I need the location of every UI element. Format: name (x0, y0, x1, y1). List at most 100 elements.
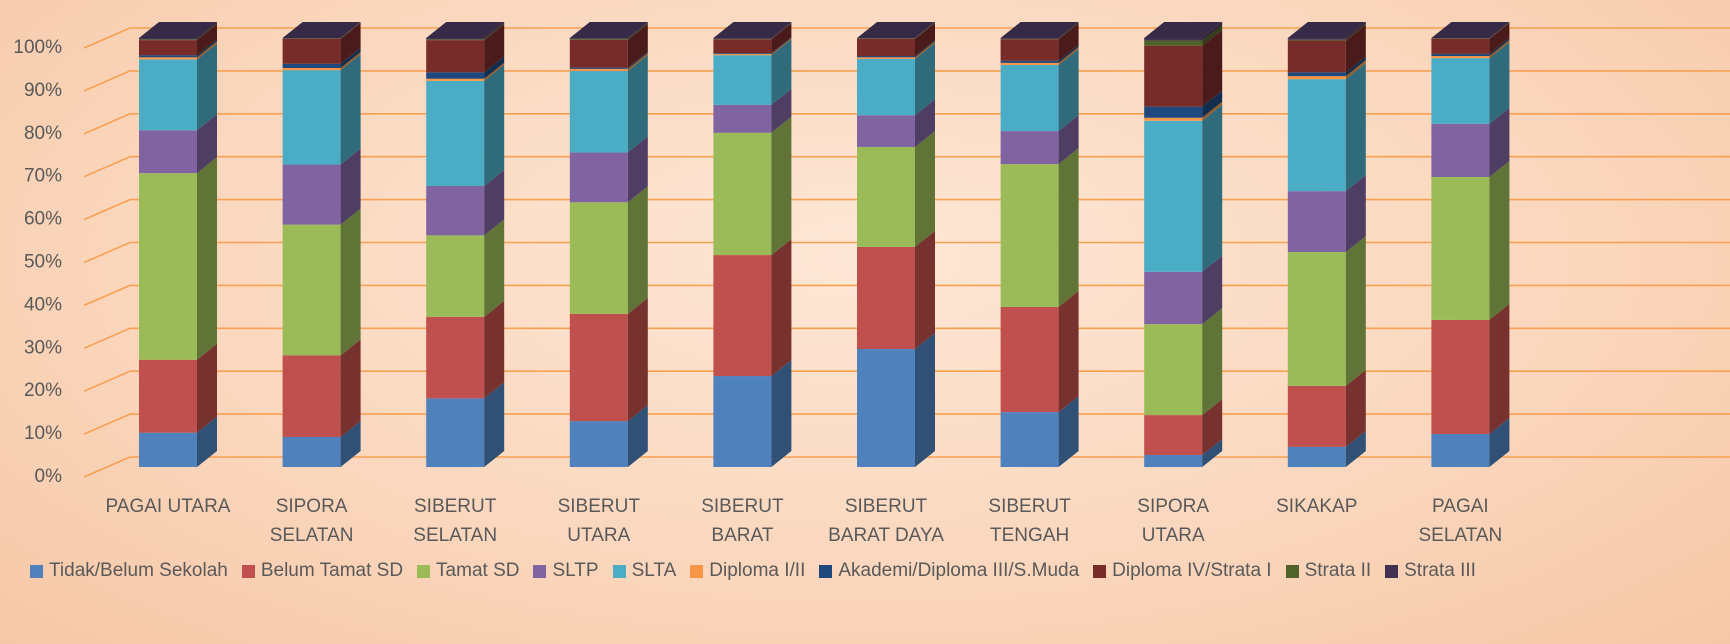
bar-segment (139, 22, 217, 40)
bar-side (915, 40, 935, 58)
bar-front (1144, 324, 1203, 416)
legend-item: Diploma IV/Strata I (1093, 560, 1272, 582)
bar-front (713, 132, 772, 256)
bar-segment (857, 41, 935, 60)
bar-front (426, 72, 485, 79)
bar-side (1345, 24, 1366, 73)
bar-front (1000, 38, 1059, 39)
bar-front (713, 376, 772, 467)
bar-side (771, 88, 792, 133)
legend-item: Akademi/Diploma III/S.Muda (819, 560, 1079, 582)
bar-side (484, 24, 505, 73)
bar-segment (569, 52, 648, 72)
bar-front (569, 67, 628, 69)
bar-front (1000, 65, 1059, 132)
bar-front (139, 39, 197, 41)
bar-side (340, 339, 361, 437)
legend-label: Akademi/Diploma III/S.Muda (838, 560, 1080, 581)
y-tick-label: 30% (24, 337, 62, 358)
bar-front (857, 146, 915, 247)
bar-segment (1000, 290, 1079, 413)
bar-segment (857, 43, 935, 116)
bar-front (1144, 120, 1203, 272)
bar-side (1058, 115, 1079, 165)
bar-side (197, 416, 217, 467)
bar-front (1144, 454, 1203, 467)
bar-side (1058, 148, 1079, 307)
bar-segment (857, 22, 935, 57)
bar-segment (1000, 44, 1079, 63)
bar-segment (1431, 160, 1510, 320)
bar-top (857, 22, 935, 38)
bar-segment (139, 157, 217, 360)
bar-segment (569, 186, 648, 314)
bar-segment (1287, 175, 1366, 253)
bar-front (1287, 39, 1346, 41)
bar-side (771, 23, 792, 54)
bar-side (1489, 40, 1510, 59)
bar-front (426, 398, 485, 467)
y-tick-label: 10% (24, 423, 62, 444)
bar-side (627, 22, 648, 39)
bar-segment (569, 23, 648, 68)
bar-segment (1431, 107, 1510, 177)
bar-front (713, 38, 772, 39)
bar-front (1000, 62, 1059, 66)
legend-label: Strata II (1304, 560, 1372, 581)
bar-front (1144, 38, 1203, 41)
bar-front (426, 38, 485, 40)
bar-front (569, 39, 628, 68)
x-tick-label: SIBERUT SELATAN (413, 496, 498, 546)
bar-side (627, 136, 648, 203)
bar-side (484, 170, 505, 236)
bar-side (340, 208, 361, 356)
bar-front (282, 38, 341, 64)
bar-side (1489, 417, 1510, 467)
bar-side (1202, 24, 1223, 46)
bar-segment (1144, 104, 1223, 272)
bar-side (915, 99, 935, 147)
bar-front (1287, 38, 1346, 40)
bar-top (1287, 22, 1366, 38)
bar-segment (282, 22, 361, 39)
bar-front (139, 359, 197, 433)
bar-front (139, 40, 197, 56)
bar-front (1431, 176, 1490, 320)
bar-segment (713, 37, 792, 54)
legend: Tidak/Belum Sekolah Belum Tamat SD Tamat S… (30, 560, 1730, 582)
legend-swatch (690, 564, 704, 578)
bar-side (627, 186, 648, 314)
bar-front (857, 56, 915, 58)
bar-front (282, 224, 341, 356)
bar-side (771, 22, 792, 40)
bar-side (484, 300, 505, 399)
bar-side (1058, 49, 1079, 132)
bar-segment (426, 170, 505, 236)
bar-front (1431, 319, 1490, 434)
bar-front (569, 38, 628, 39)
bar-side (915, 22, 935, 39)
legend-swatch (30, 564, 43, 578)
bar-front (713, 255, 772, 377)
bar-segment (857, 99, 935, 147)
bar-front (282, 355, 341, 437)
bar-segment (569, 297, 648, 422)
bar-front (569, 313, 628, 422)
bar-segment (1431, 37, 1510, 57)
bar-front (1287, 385, 1346, 447)
bar-front (1431, 123, 1490, 177)
bar-front (569, 71, 628, 153)
bar-front (1000, 412, 1059, 467)
bar-front (1000, 39, 1059, 61)
legend-item: Tidak/Belum Sekolah (30, 560, 228, 582)
bar-segment (857, 22, 935, 39)
bar-front (282, 63, 341, 69)
bar-segment (569, 22, 648, 40)
bar-segment (713, 37, 792, 56)
bar-side (627, 51, 648, 69)
legend-swatch (1285, 564, 1299, 578)
bar-top (1144, 22, 1223, 38)
bar-side (771, 239, 792, 377)
bar-segment (857, 230, 935, 350)
bar-side (1345, 369, 1366, 447)
